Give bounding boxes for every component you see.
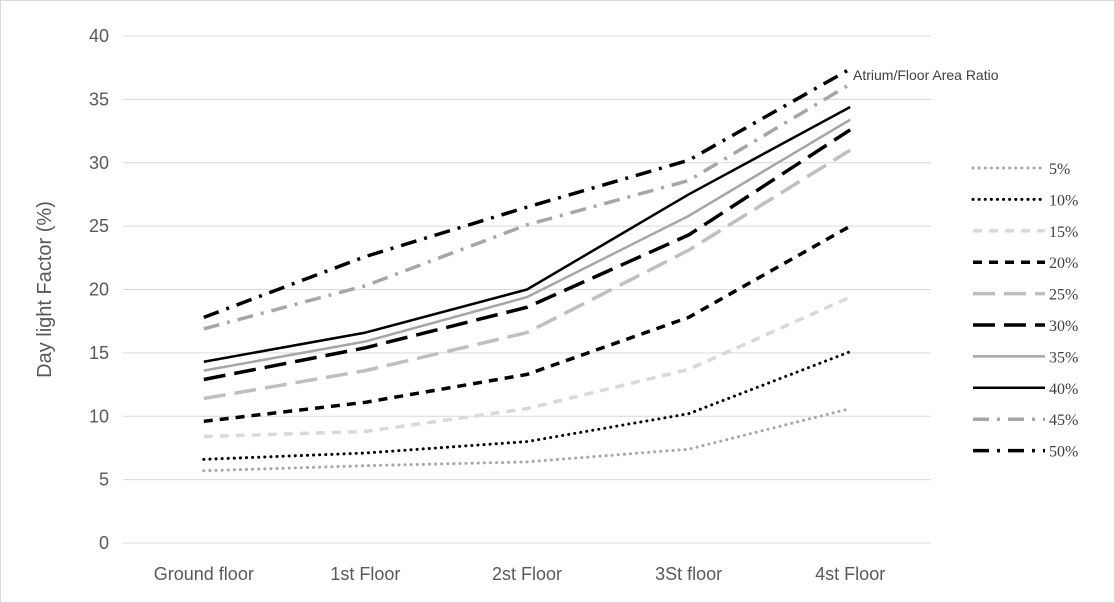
legend-title: Atrium/Floor Area Ratio: [853, 67, 999, 83]
y-tick-label: 0: [99, 533, 109, 553]
y-tick-label: 5: [99, 470, 109, 490]
y-tick-label: 40: [89, 26, 109, 46]
x-tick-label: 3St floor: [655, 564, 722, 584]
legend-label: 25%: [1049, 287, 1078, 304]
legend-label: 15%: [1049, 224, 1078, 241]
series-line-30pct: [203, 128, 852, 382]
x-tick-label: 1st Floor: [330, 564, 400, 584]
legend-label: 45%: [1049, 412, 1078, 429]
legend-label: 35%: [1049, 349, 1078, 366]
y-tick-label: 30: [89, 153, 109, 173]
y-axis-label: Day light Factor (%): [34, 201, 56, 378]
legend-label: 10%: [1049, 192, 1078, 209]
series-line-20pct: [203, 224, 852, 424]
y-tick-label: 35: [89, 89, 109, 109]
legend-label: 50%: [1049, 444, 1078, 461]
legend-label: 40%: [1049, 381, 1078, 398]
series-line-5pct: [202, 407, 852, 473]
series-line-35pct: [203, 118, 851, 372]
y-tick-label: 10: [89, 406, 109, 426]
series-line-15pct: [203, 295, 851, 439]
legend-label: 5%: [1049, 161, 1070, 178]
series-line-10pct: [202, 350, 852, 461]
x-tick-label: Ground floor: [154, 564, 254, 584]
series-line-45pct: [203, 82, 852, 331]
series-line-40pct: [203, 105, 851, 363]
series-line-50pct: [203, 67, 852, 320]
x-tick-label: 2st Floor: [492, 564, 562, 584]
y-tick-label: 20: [89, 280, 109, 300]
x-tick-label: 4st Floor: [815, 564, 885, 584]
y-tick-label: 25: [89, 216, 109, 236]
legend-label: 20%: [1049, 255, 1078, 272]
y-tick-label: 15: [89, 343, 109, 363]
legend-label: 30%: [1049, 318, 1078, 335]
series-line-25pct: [203, 148, 852, 401]
